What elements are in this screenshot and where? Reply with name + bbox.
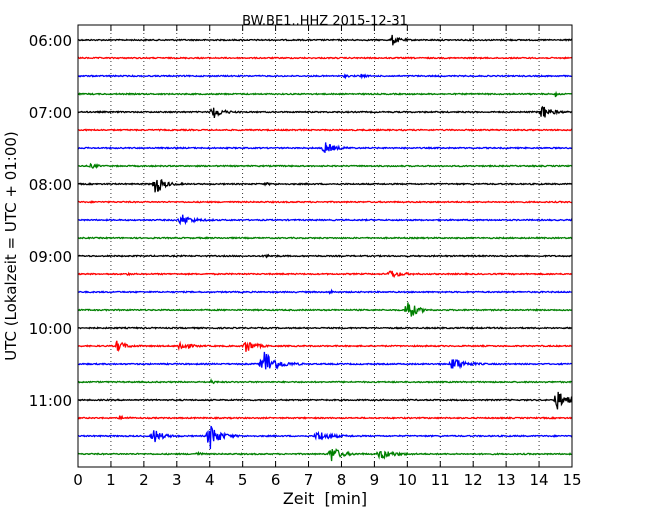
trace-1000 [77,326,573,330]
x-tick-label-9: 9 [370,471,380,489]
y-tick-label-1100: 11:00 [29,392,72,410]
trace-0645 [77,90,573,98]
x-tick-label-2: 2 [139,471,149,489]
y-axis-label: UTC (Lokalzeit = UTC + 01:00) [2,131,20,361]
trace-1130 [77,425,573,449]
plot-frame [77,24,573,468]
x-tick-label-14: 14 [530,471,549,489]
trace-0730 [77,142,573,154]
x-axis-label: Zeit [min] [283,489,367,508]
x-tick-label-12: 12 [464,471,483,489]
trace-0800 [77,178,573,193]
trace-1045 [77,378,573,385]
x-tick-label-4: 4 [205,471,215,489]
x-axis-ticks: 0 1 2 3 4 5 6 7 8 9 10 11 12 13 14 15 [73,25,582,489]
y-tick-label-0900: 09:00 [29,248,72,266]
x-tick-label-13: 13 [497,471,516,489]
trace-0815 [77,200,573,204]
x-tick-label-15: 15 [562,471,581,489]
trace-0915 [77,270,573,279]
trace-0830 [77,214,573,226]
x-tick-label-11: 11 [431,471,450,489]
trace-0900 [77,253,573,259]
x-tick-label-0: 0 [73,471,83,489]
x-tick-label-10: 10 [398,471,417,489]
trace-1015 [77,340,573,353]
y-tick-label-1000: 10:00 [29,320,72,338]
trace-0630 [77,73,573,80]
trace-1115 [77,414,573,421]
x-tick-label-1: 1 [106,471,116,489]
trace-1100 [77,391,573,410]
x-tick-label-5: 5 [238,471,248,489]
trace-1030 [77,351,573,370]
trace-1145 [77,448,573,462]
trace-0845 [77,236,573,240]
trace-group [77,34,573,462]
x-tick-label-6: 6 [271,471,281,489]
x-tick-label-3: 3 [172,471,182,489]
trace-0700 [77,105,573,119]
vertical-grid [110,25,540,467]
trace-0715 [77,128,573,132]
chart-title: BW.BE1..HHZ 2015-12-31 [242,14,408,29]
trace-0600 [77,34,573,46]
x-tick-label-7: 7 [304,471,314,489]
trace-0930 [77,288,573,295]
y-tick-label-0600: 06:00 [29,32,72,50]
trace-0745 [77,162,573,170]
trace-0615 [77,56,573,60]
trace-0945 [77,302,573,317]
y-tick-label-0700: 07:00 [29,104,72,122]
x-tick-label-8: 8 [337,471,347,489]
y-axis-ticks: 06:00 07:00 08:00 09:00 10:00 11:00 [29,32,572,410]
y-tick-label-0800: 08:00 [29,176,72,194]
